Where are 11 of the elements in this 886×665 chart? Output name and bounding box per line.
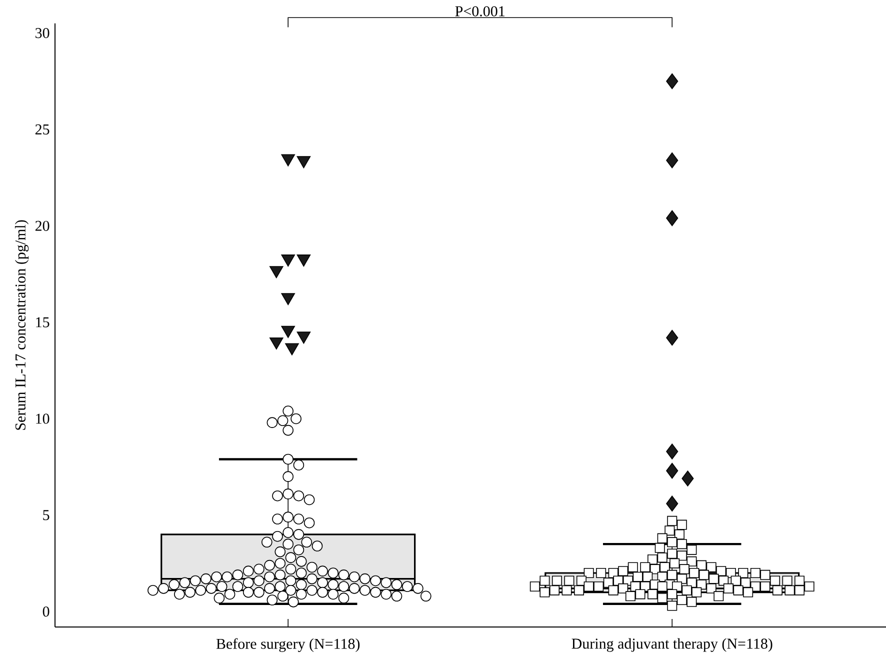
y-tick-label: 5 xyxy=(43,510,50,520)
y-tick-label: 25 xyxy=(35,124,50,134)
y-tick-label: 30 xyxy=(36,28,50,38)
y-tick-label: 0 xyxy=(42,606,50,617)
y-tick-label: 15 xyxy=(36,317,50,328)
x-tick-label: Before surgery (N=118) xyxy=(216,638,360,652)
y-tick-label: 20 xyxy=(35,220,50,231)
x-tick-label: During adjuvant therapy (N=118) xyxy=(572,638,772,652)
text: P<0.001 xyxy=(455,6,504,16)
y-axis-title: Serum IL-17 concentration (pg/ml) xyxy=(14,220,29,430)
y-tick-label: 10 xyxy=(36,414,50,424)
